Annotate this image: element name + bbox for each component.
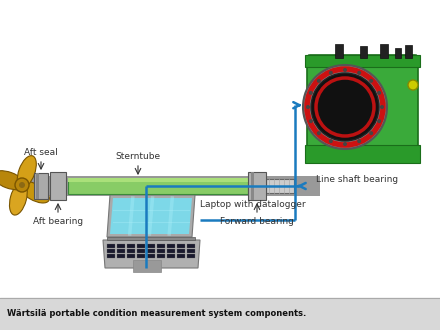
Circle shape [377, 91, 381, 95]
Bar [251, 172, 254, 200]
Bar [0, 298, 440, 330]
FancyBboxPatch shape [307, 55, 418, 160]
Circle shape [408, 80, 418, 90]
Text: Forward bearing: Forward bearing [220, 217, 294, 226]
Circle shape [317, 131, 321, 135]
Bar [157, 249, 165, 253]
Text: Sterntube: Sterntube [115, 152, 161, 161]
Ellipse shape [0, 171, 25, 190]
Bar [405, 45, 412, 58]
Bar [137, 254, 145, 258]
Bar [380, 44, 388, 58]
Bar [117, 254, 125, 258]
Bar [117, 244, 125, 248]
Polygon shape [107, 195, 195, 237]
Polygon shape [110, 198, 192, 234]
Bar [360, 46, 367, 58]
Bar [157, 254, 165, 258]
Circle shape [329, 139, 333, 143]
Text: Aft seal: Aft seal [24, 148, 58, 157]
Circle shape [357, 139, 361, 143]
Circle shape [343, 142, 347, 146]
Bar [187, 254, 195, 258]
Circle shape [369, 79, 373, 83]
Bar [147, 244, 155, 248]
Bar [107, 244, 115, 248]
Bar [107, 237, 195, 240]
Bar [177, 244, 185, 248]
Ellipse shape [17, 156, 36, 188]
Ellipse shape [10, 182, 27, 215]
Bar [30, 176, 320, 196]
Bar [187, 249, 195, 253]
Bar [167, 249, 175, 253]
Bar [50, 172, 66, 200]
Bar [248, 172, 266, 200]
Circle shape [317, 79, 321, 83]
Circle shape [357, 71, 361, 75]
Bar [127, 254, 135, 258]
Bar [147, 249, 155, 253]
Bar [395, 48, 401, 58]
Circle shape [309, 119, 313, 123]
Circle shape [369, 131, 373, 135]
Bar [177, 249, 185, 253]
Bar [68, 178, 248, 194]
Circle shape [311, 73, 379, 141]
Bar [305, 145, 420, 163]
Circle shape [377, 119, 381, 123]
Bar [177, 254, 185, 258]
Circle shape [380, 105, 384, 109]
Bar [127, 244, 135, 248]
Text: Laptop with datalogger: Laptop with datalogger [200, 200, 306, 209]
Bar [266, 179, 294, 193]
Bar [117, 249, 125, 253]
Polygon shape [103, 240, 200, 268]
Bar [127, 249, 135, 253]
Bar [137, 249, 145, 253]
Bar [305, 55, 420, 67]
Circle shape [329, 71, 333, 75]
Bar [107, 249, 115, 253]
Bar [335, 44, 343, 58]
Circle shape [19, 182, 25, 188]
Bar [133, 260, 161, 272]
Bar [34, 173, 48, 199]
Text: Aft bearing: Aft bearing [33, 217, 83, 226]
Text: Wärtsilä portable condition measurement system components.: Wärtsilä portable condition measurement … [7, 310, 306, 318]
Circle shape [306, 105, 310, 109]
Bar [107, 254, 115, 258]
Bar [187, 244, 195, 248]
Bar [157, 244, 165, 248]
Bar [68, 178, 248, 182]
Circle shape [309, 91, 313, 95]
Bar [36, 173, 39, 199]
Text: Line shaft bearing: Line shaft bearing [316, 175, 399, 184]
Circle shape [343, 68, 347, 72]
Bar [137, 244, 145, 248]
Circle shape [303, 65, 387, 149]
Bar [147, 254, 155, 258]
Ellipse shape [19, 181, 49, 203]
Circle shape [15, 178, 29, 192]
Bar [167, 244, 175, 248]
Bar [167, 254, 175, 258]
